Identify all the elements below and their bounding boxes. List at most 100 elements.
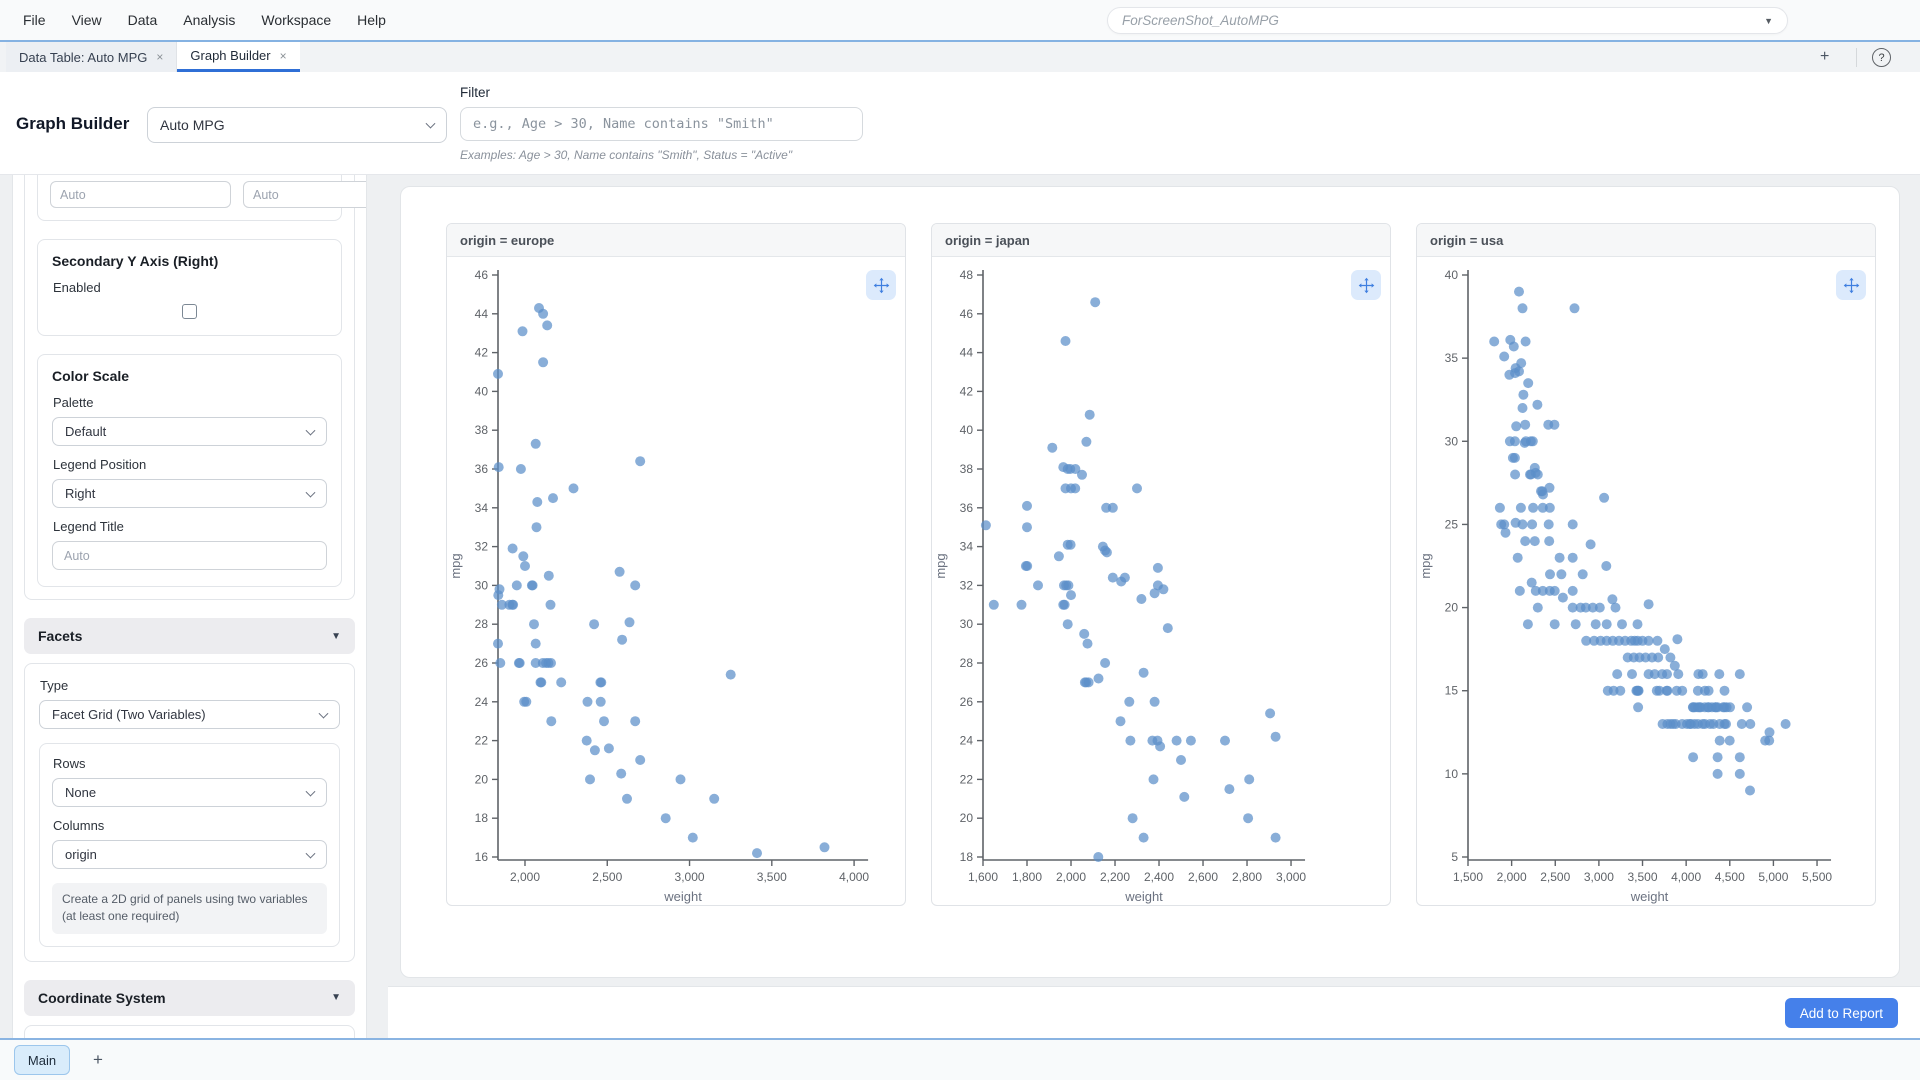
svg-text:30: 30 — [1445, 434, 1459, 448]
facet-panel-title: origin = japan — [945, 232, 1030, 248]
svg-text:2,600: 2,600 — [1188, 870, 1218, 884]
chevron-down-icon — [305, 848, 316, 859]
svg-text:25: 25 — [1445, 517, 1459, 531]
main-sheet-tab[interactable]: Main — [14, 1045, 70, 1075]
svg-text:44: 44 — [960, 346, 974, 360]
svg-text:2,800: 2,800 — [1232, 870, 1262, 884]
legend-title-input[interactable] — [52, 541, 327, 570]
svg-text:28: 28 — [475, 617, 489, 631]
svg-text:mpg: mpg — [1418, 553, 1433, 578]
enabled-checkbox[interactable] — [182, 304, 197, 319]
svg-text:48: 48 — [960, 268, 974, 282]
chevron-down-icon — [425, 118, 436, 129]
svg-text:2,400: 2,400 — [1144, 870, 1174, 884]
svg-text:2,200: 2,200 — [1100, 870, 1130, 884]
filter-input[interactable] — [460, 107, 863, 141]
svg-text:24: 24 — [475, 695, 489, 709]
facet-grid-options-card: Rows None Columns origin Create a 2D gri… — [39, 743, 340, 947]
app-header: Graph Builder Auto MPG Filter Examples: … — [0, 72, 1920, 175]
filter-label: Filter — [460, 85, 490, 100]
menu-file[interactable]: File — [23, 12, 46, 28]
svg-text:40: 40 — [960, 423, 974, 437]
palette-label: Palette — [53, 395, 94, 410]
facet-panel-europe: origin = europe 16 18 20 22 24 26 28 30 32 34 36 38… — [446, 223, 906, 906]
svg-text:34: 34 — [475, 501, 489, 515]
facet-rows-label: Rows — [53, 756, 86, 771]
facet-columns-label: Columns — [53, 818, 105, 833]
svg-text:4,000: 4,000 — [839, 870, 869, 884]
svg-text:30: 30 — [960, 617, 974, 631]
pan-move-button[interactable] — [866, 270, 896, 300]
facets-section-header[interactable]: Facets ▼ — [24, 618, 355, 654]
menu-bar: File View Data Analysis Workspace Help F… — [0, 0, 1920, 40]
pan-move-button[interactable] — [1836, 270, 1866, 300]
scatter-plot: 16 18 20 22 24 26 28 30 32 34 36 38 40 42 44 46 2,000 2,5… — [448, 268, 869, 904]
help-button[interactable]: ? — [1872, 48, 1891, 67]
facet-type-label: Type — [40, 678, 69, 693]
close-icon[interactable]: × — [156, 50, 164, 64]
pan-move-button[interactable] — [1351, 270, 1381, 300]
collapse-triangle-icon: ▼ — [331, 992, 341, 1004]
facet-panel-header: origin = usa — [1417, 224, 1875, 257]
svg-text:46: 46 — [960, 307, 974, 321]
menu-items: File View Data Analysis Workspace Help — [0, 12, 386, 28]
report-footer: Add to Report — [388, 986, 1920, 1038]
svg-text:4,000: 4,000 — [1671, 870, 1701, 884]
svg-text:weight: weight — [1124, 889, 1163, 904]
caret-down-icon: ▼ — [1764, 15, 1773, 26]
svg-text:34: 34 — [960, 540, 974, 554]
coordinate-system-section-header[interactable]: Coordinate System ▼ — [24, 979, 355, 1016]
add-to-report-button[interactable]: Add to Report — [1784, 998, 1898, 1028]
graph-canvas-card: origin = europe 16 18 20 22 24 26 28 30 32 34 36 38… — [400, 186, 1900, 978]
svg-text:3,500: 3,500 — [1628, 870, 1658, 884]
svg-text:42: 42 — [475, 346, 489, 360]
tab-graph-builder[interactable]: Graph Builder × — [177, 42, 300, 72]
facet-rows-select[interactable]: None — [52, 778, 327, 807]
page-title: Graph Builder — [16, 114, 130, 133]
tab-bar: Data Table: Auto MPG × Graph Builder × +… — [0, 40, 1920, 72]
axis-min-input[interactable] — [50, 181, 231, 208]
svg-text:3,500: 3,500 — [757, 870, 787, 884]
add-sheet-button[interactable]: + — [93, 1050, 103, 1069]
svg-text:46: 46 — [475, 268, 489, 282]
svg-text:2,000: 2,000 — [1497, 870, 1527, 884]
svg-text:38: 38 — [475, 423, 489, 437]
dataset-select[interactable]: Auto MPG — [147, 107, 447, 143]
legend-position-select-value: Right — [65, 486, 96, 501]
chevron-down-icon — [318, 708, 329, 719]
close-icon[interactable]: × — [279, 48, 287, 63]
svg-text:4,500: 4,500 — [1715, 870, 1745, 884]
svg-text:26: 26 — [960, 695, 974, 709]
svg-text:5,000: 5,000 — [1758, 870, 1788, 884]
menu-data[interactable]: Data — [127, 12, 158, 28]
chevron-down-icon — [305, 425, 316, 436]
menu-help[interactable]: Help — [357, 12, 386, 28]
move-arrows-icon — [873, 277, 889, 293]
collapse-triangle-icon: ▼ — [331, 630, 341, 642]
menu-workspace[interactable]: Workspace — [261, 12, 332, 28]
axis-range-inputs — [37, 175, 366, 221]
workspace-name-dropdown[interactable]: ForScreenShot_AutoMPG ▼ — [1107, 7, 1788, 34]
palette-select-value: Default — [65, 424, 107, 439]
tab-data-table[interactable]: Data Table: Auto MPG × — [6, 42, 178, 72]
facet-columns-select[interactable]: origin — [52, 840, 327, 869]
svg-text:2,500: 2,500 — [592, 870, 622, 884]
legend-position-select[interactable]: Right — [52, 479, 327, 508]
new-tab-button[interactable]: + — [1820, 48, 1830, 65]
divider — [1856, 48, 1857, 67]
axis-max-input[interactable] — [243, 181, 366, 208]
facets-section-title: Facets — [38, 628, 83, 644]
menu-view[interactable]: View — [71, 12, 102, 28]
menu-analysis[interactable]: Analysis — [183, 12, 236, 28]
chevron-down-icon — [305, 786, 316, 797]
secondary-y-axis-card: Secondary Y Axis (Right) Enabled — [37, 239, 342, 336]
svg-text:16: 16 — [475, 850, 489, 864]
svg-text:3,000: 3,000 — [1276, 870, 1306, 884]
facet-type-select[interactable]: Facet Grid (Two Variables) — [39, 700, 340, 729]
filter-examples: Examples: Age > 30, Name contains "Smith… — [460, 148, 793, 162]
svg-text:3,000: 3,000 — [675, 870, 705, 884]
facet-columns-select-value: origin — [65, 847, 97, 862]
svg-text:40: 40 — [1445, 268, 1459, 282]
palette-select[interactable]: Default — [52, 417, 327, 446]
